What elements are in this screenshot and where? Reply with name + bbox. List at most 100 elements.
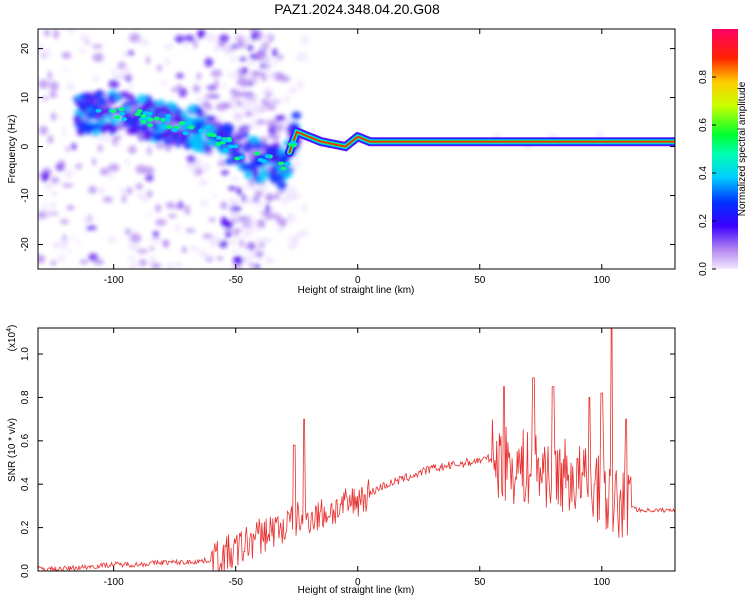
spectrogram-cell [126,117,134,123]
spectrogram-cell [49,202,58,209]
spectrogram-cell [152,231,160,239]
colorbar: 0.0 0.2 0.4 0.6 0.8 Normalized spectral ampl… [698,29,748,276]
spectrogram-cell [289,240,296,247]
spectrogram-cell [120,52,129,57]
spectrogram-cell [240,224,249,230]
spectrogram-cell [92,91,101,100]
spectrogram-cell [259,182,268,193]
spectrogram-cell [137,38,150,47]
spectrogram-cell [87,98,96,105]
snr-xtick-label: -50 [228,577,243,588]
spectrogram-hotspot [118,107,125,112]
spectrogram-cell [38,211,49,219]
spectrogram-cell [204,93,216,99]
spectrogram-cell [288,185,297,195]
spectrogram-xtick-label: -100 [104,275,124,286]
spectrogram-cell [208,217,216,222]
spectrogram-cell [204,138,217,147]
spectrogram-cell [198,249,208,258]
spectrogram-ytick-label: 10 [20,92,31,104]
spectrogram-cell [50,176,60,184]
spectrogram-xtick-label: -50 [228,275,243,286]
spectrogram-cell [253,199,264,208]
spectrogram-noise [38,29,604,269]
spectrogram-cell [73,114,82,123]
spectrogram-cell [296,79,304,90]
spectrogram-cell [93,258,105,266]
spectrogram-cell [239,125,251,130]
spectrogram-cell [242,36,250,47]
spectrogram-cell [221,82,226,90]
spectrogram-cell [58,159,65,170]
spectrogram-cell [247,81,253,87]
spectrogram-cell [128,242,140,252]
spectrogram-cell [265,255,272,265]
spectrogram-cell [75,240,82,245]
spectrogram-cell [273,58,279,66]
spectrogram-cell [260,211,269,216]
spectrogram-band [284,126,675,157]
spectrogram-hotspot [140,119,147,124]
spectrogram-cell [256,119,266,125]
spectrogram-cell [119,66,131,74]
spectrogram-cell [260,237,273,244]
spectrogram-cell [266,119,278,128]
spectrogram-cell [300,35,310,45]
spectrogram-cell [61,236,69,246]
spectrogram-cell [204,57,214,68]
spectrogram-cell [83,215,91,225]
spectrogram-cell [256,219,265,227]
spectrogram-xtick-label: 0 [355,275,361,286]
spectrogram-cell [298,229,309,237]
spectrogram-cell [149,246,155,251]
spectrogram-cell [137,130,145,140]
spectrogram-hotspot [232,144,239,149]
spectrogram-cell [50,260,57,266]
spectrogram-cell [126,186,133,195]
spectrogram-cell [78,102,91,109]
spectrogram-cell [262,46,267,52]
spectrogram-hotspot [121,117,128,122]
spectrogram-cell [289,122,300,129]
spectrogram-cell [145,56,151,65]
spectrogram-cell [205,33,217,44]
spectrogram-cell [162,239,170,248]
snr-xtick-label: -100 [104,577,124,588]
spectrogram-cell [44,212,56,217]
spectrogram-cell [128,145,137,154]
spectrogram-cell [52,241,62,250]
spectrogram-cell [228,211,238,216]
spectrogram-cell [195,108,204,116]
spectrogram-cell [153,106,166,115]
spectrogram-cell [166,262,174,269]
spectrogram-cell [241,67,249,74]
spectrogram-cell [156,64,163,72]
spectrogram-cell [234,113,245,120]
spectrogram-cell [254,106,264,112]
spectrogram-hotspot [179,121,186,126]
spectrogram-hotspot [222,148,229,153]
spectrogram-cell [234,266,243,269]
spectrogram-hotspot [136,109,143,114]
spectrogram-cell [263,34,271,42]
spectrogram-cell [163,43,175,50]
spectrogram-cell [278,75,291,83]
spectrogram-cell [234,34,246,39]
spectrogram-cell [236,186,242,196]
spectrogram-cell [175,261,183,269]
spectrogram-cell [196,133,205,142]
spectrogram-cell [250,70,263,77]
spectrogram-cell [245,242,255,250]
chart-title: PAZ1.2024.348.04.20.G08 [274,1,440,17]
snr-ytick-label: 0.0 [20,564,31,578]
spectrogram-cell [116,123,126,129]
spectrogram-cell [123,105,132,113]
spectrogram-cell [220,219,229,227]
spectrogram-cell [243,228,253,238]
spectrogram-cell [92,52,104,62]
spectrogram-hotspot [147,123,154,128]
spectrogram-cell [255,50,267,59]
spectrogram-cell [79,259,89,265]
spectrogram-cell [181,246,188,253]
